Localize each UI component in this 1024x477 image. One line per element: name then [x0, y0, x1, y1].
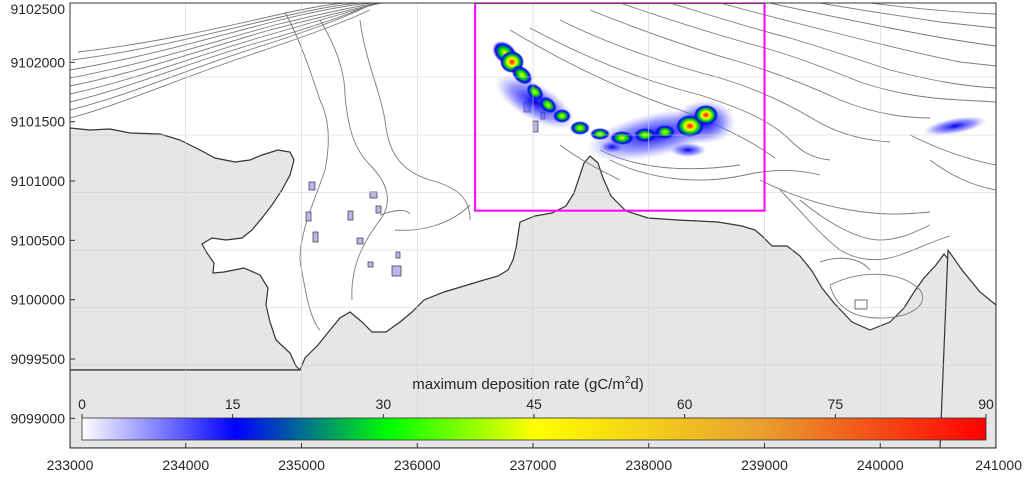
colorbar-tick-label: 30	[376, 396, 392, 412]
colorbar-tick-label: 90	[978, 396, 994, 412]
y-tick-label: 9099500	[10, 351, 65, 367]
land-east	[939, 248, 996, 448]
contour-lines	[70, 3, 996, 331]
colorbar-tick-label: 0	[78, 396, 86, 412]
colorbar-tick-label: 60	[677, 396, 693, 412]
y-tick-label: 9101500	[10, 114, 65, 130]
focus-box	[474, 3, 766, 212]
y-axis-ticks: 9102500 9102000 9101500 9101000 9100500 91000…	[10, 1, 75, 426]
colorbar-tick-label: 75	[828, 396, 844, 412]
y-tick-label: 9099000	[10, 410, 65, 426]
x-tick-label: 239000	[741, 457, 788, 473]
x-tick-label: 236000	[394, 457, 441, 473]
y-tick-label: 9102500	[10, 1, 65, 17]
y-tick-label: 9100500	[10, 232, 65, 248]
colorbar-tick-label: 15	[225, 396, 241, 412]
x-axis-ticks: 233000 234000 235000 236000 237000 238000 2390…	[47, 443, 1022, 473]
deposition-plume	[492, 41, 987, 161]
x-tick-label: 238000	[625, 457, 672, 473]
colorbar-title: maximum deposition rate (gC/m2d)	[412, 375, 643, 393]
x-tick-label: 237000	[510, 457, 557, 473]
colorbar	[81, 417, 987, 441]
colorbar-ticks: 0 15 30 45 60 75 90	[78, 396, 994, 418]
y-tick-label: 9101000	[10, 173, 65, 189]
y-tick-label: 9100000	[10, 292, 65, 308]
x-tick-label: 235000	[278, 457, 325, 473]
x-tick-label: 240000	[857, 457, 904, 473]
land-west	[70, 127, 302, 371]
x-tick-label: 234000	[162, 457, 209, 473]
x-tick-label: 233000	[47, 457, 94, 473]
colorbar-tick-label: 45	[526, 396, 542, 412]
y-tick-label: 9102000	[10, 54, 65, 70]
x-tick-label: 241000	[975, 457, 1022, 473]
